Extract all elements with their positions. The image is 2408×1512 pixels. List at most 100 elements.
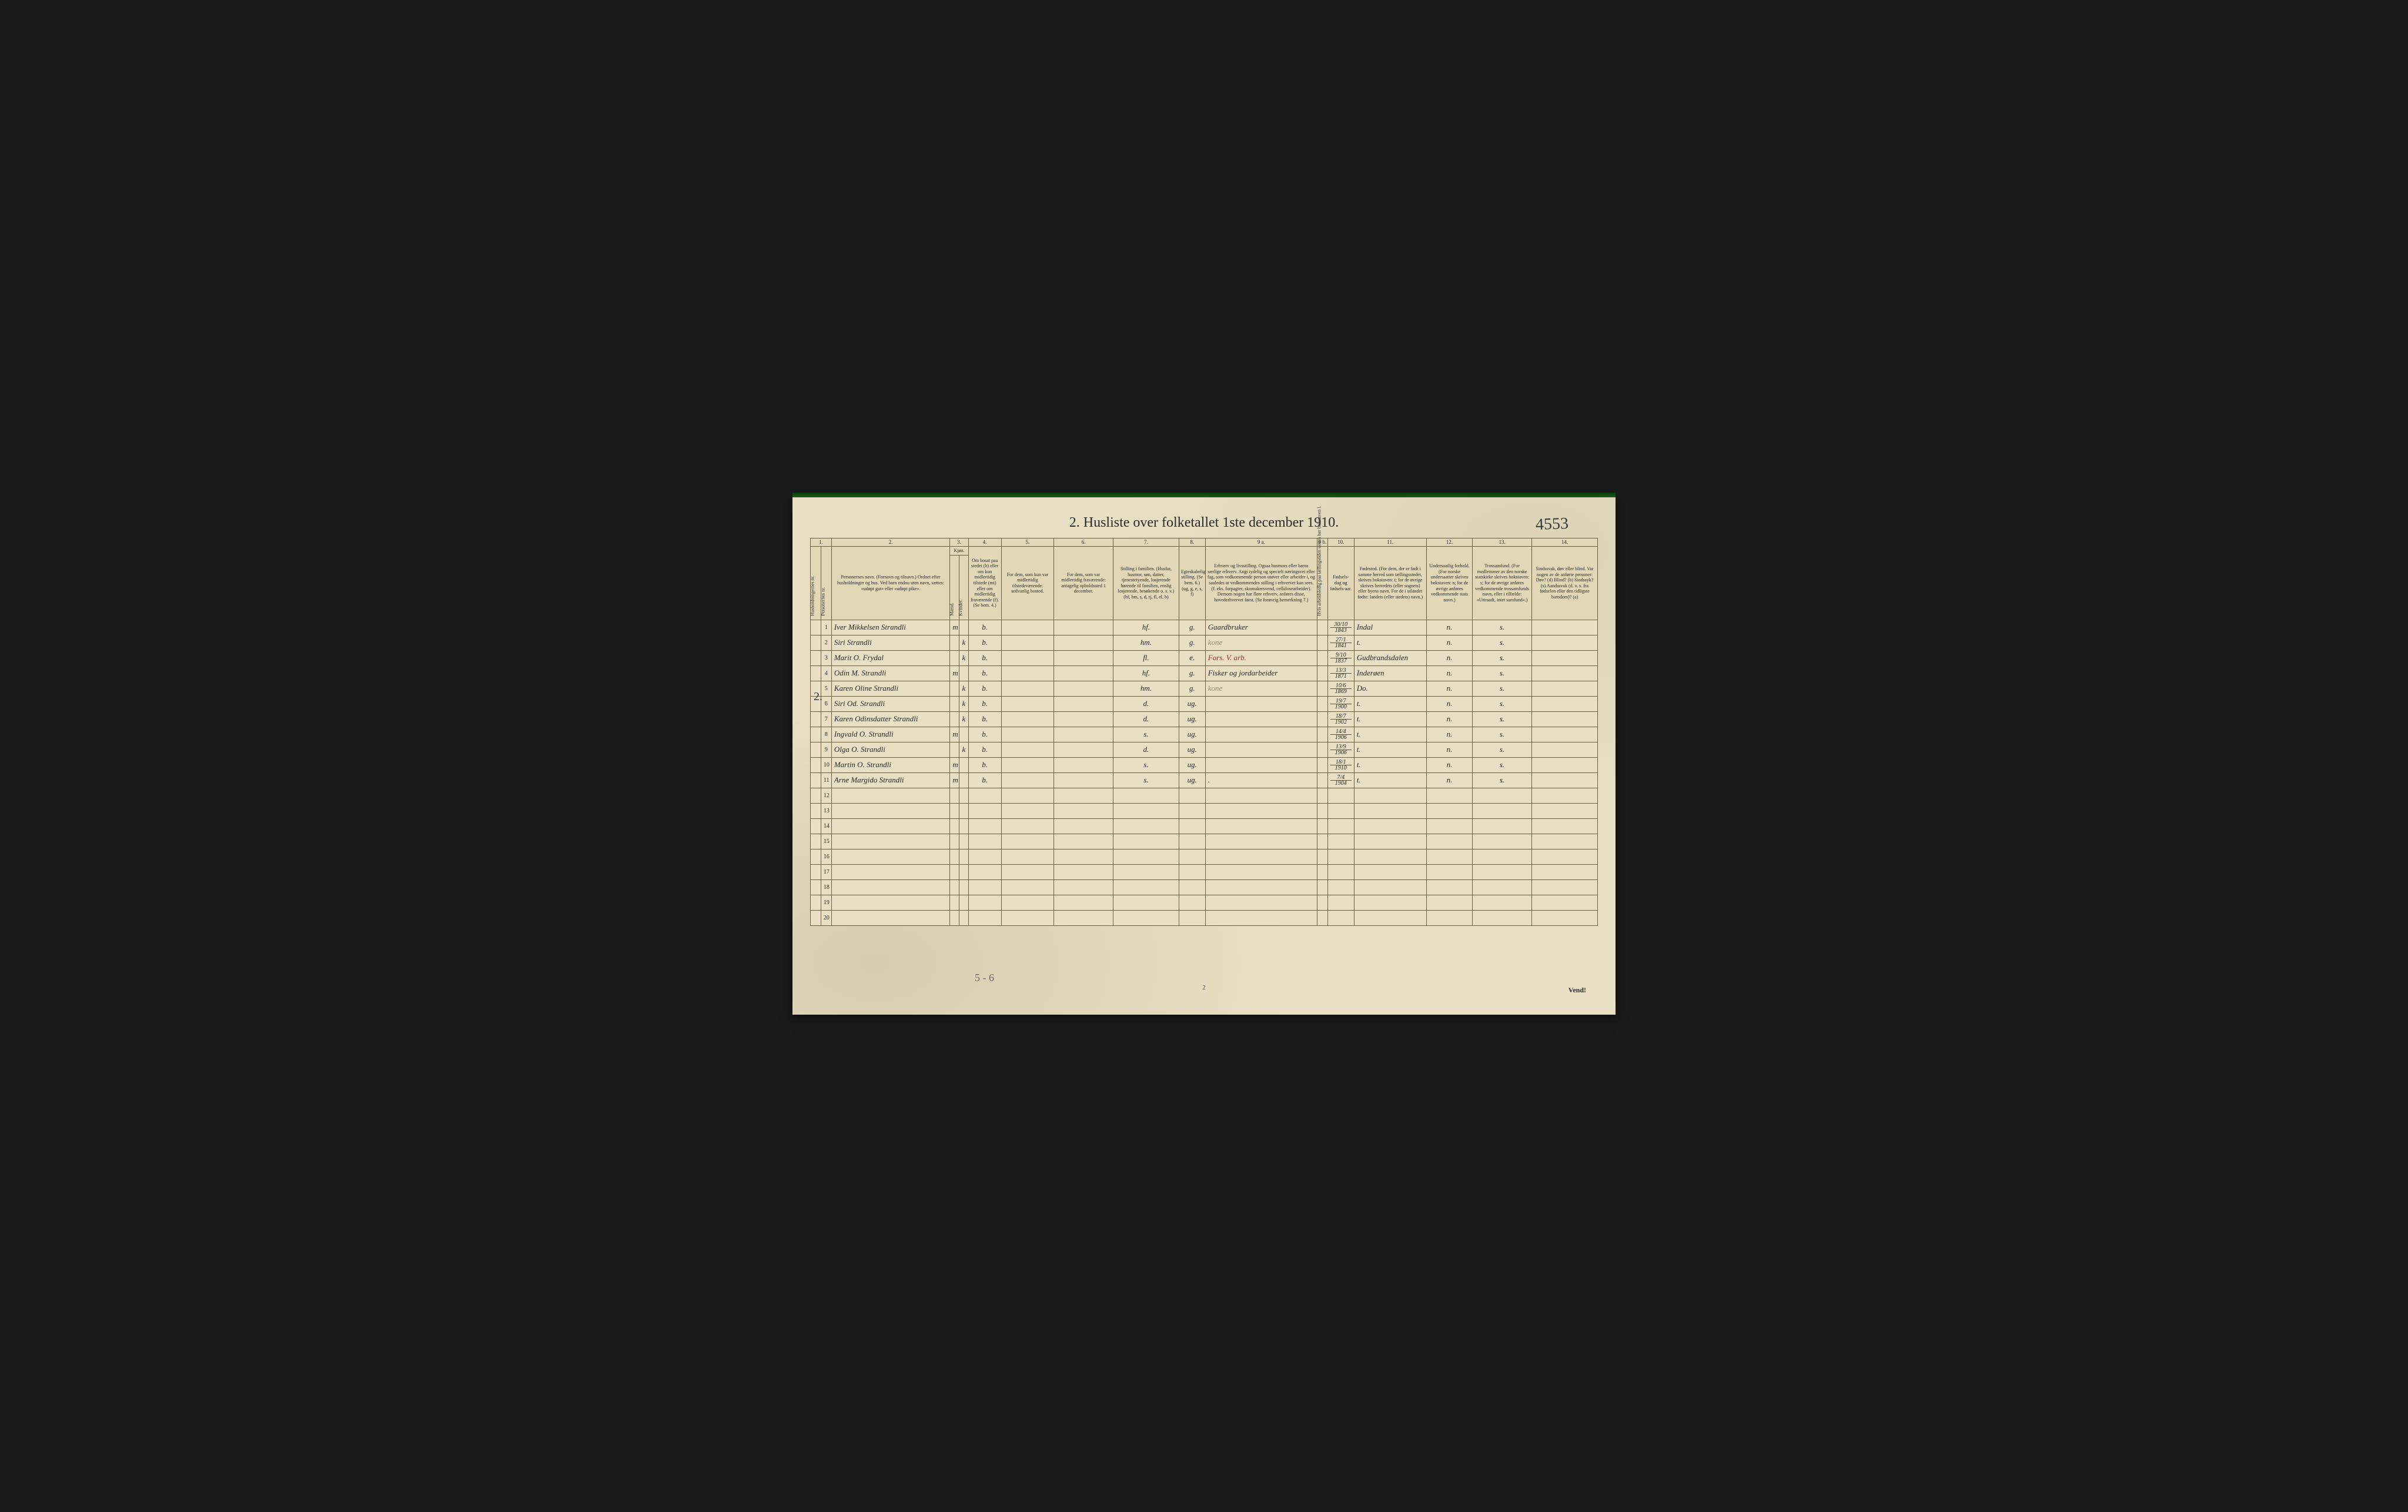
cell-undersaat: n. (1426, 711, 1472, 727)
cell-bosat: b. (968, 711, 1001, 727)
census-table: 1. 2. 3. 4. 5. 6. 7. 8. 9 a. 9 b. 10. 11… (810, 538, 1598, 926)
cell-empty (1473, 895, 1532, 910)
table-header: 1. 2. 3. 4. 5. 6. 7. 8. 9 a. 9 b. 10. 11… (811, 538, 1598, 620)
cell-trossamfund: s. (1473, 665, 1532, 681)
cell-erhverv (1205, 757, 1317, 772)
cell-empty (1317, 818, 1328, 834)
cell-empty (1001, 818, 1054, 834)
colnum-3: 3. (950, 538, 968, 547)
cell-empty (959, 788, 969, 803)
cell-empty (1531, 803, 1597, 818)
cell-empty (1113, 834, 1179, 849)
cell-empty (831, 879, 950, 895)
cell-sex-k: k (959, 635, 969, 650)
cell-empty (1205, 834, 1317, 849)
cell-empty (1354, 788, 1426, 803)
cell-empty (1327, 803, 1354, 818)
cell-empty (1426, 895, 1472, 910)
cell-empty (1054, 910, 1113, 925)
table-row: 6Siri Od. Strandlikb.d.ug.19/71900t.n.s. (811, 696, 1598, 711)
cell-midlertidig-tilstede (1001, 711, 1054, 727)
header-household-nr: Husholdningernes nr. (811, 547, 821, 620)
cell-sex-k (959, 665, 969, 681)
cell-household-nr (811, 788, 821, 803)
cell-empty (1473, 864, 1532, 879)
cell-person-nr: 17 (821, 864, 831, 879)
cell-midlertidig-tilstede (1001, 665, 1054, 681)
cell-undersaat: n. (1426, 620, 1472, 635)
cell-empty (1179, 895, 1205, 910)
cell-stilling: hf. (1113, 620, 1179, 635)
cell-bosat: b. (968, 727, 1001, 742)
cell-sex-m: m (950, 665, 959, 681)
cell-empty (959, 834, 969, 849)
header-egteskab: Egteskabelig stilling. (Se bem. 6.) (ug,… (1179, 547, 1205, 620)
cell-bosat: b. (968, 665, 1001, 681)
cell-erhverv: . (1205, 772, 1317, 788)
cell-egteskab: g. (1179, 681, 1205, 696)
header-stilling: Stilling i familien. (Husfar, husmor, sø… (1113, 547, 1179, 620)
cell-empty (1426, 864, 1472, 879)
cell-sex-m (950, 681, 959, 696)
cell-empty (1001, 788, 1054, 803)
cell-arbeidsledig (1317, 665, 1328, 681)
cell-stilling: s. (1113, 757, 1179, 772)
table-row: 4Odin M. Strandlimb.hf.g.Fisker og jorda… (811, 665, 1598, 681)
cell-empty (831, 788, 950, 803)
cell-midlertidig-fravaerende (1054, 635, 1113, 650)
cell-empty (1113, 803, 1179, 818)
cell-sindssvak (1531, 696, 1597, 711)
cell-household-nr (811, 650, 821, 665)
cell-midlertidig-fravaerende (1054, 620, 1113, 635)
cell-sex-m (950, 696, 959, 711)
cell-empty (1426, 910, 1472, 925)
cell-egteskab: ug. (1179, 696, 1205, 711)
cell-empty (1205, 803, 1317, 818)
cell-midlertidig-fravaerende (1054, 681, 1113, 696)
cell-sex-k: k (959, 696, 969, 711)
cell-empty (1054, 895, 1113, 910)
cell-empty (1473, 910, 1532, 925)
cell-empty (1205, 895, 1317, 910)
cell-person-nr: 20 (821, 910, 831, 925)
cell-sex-m (950, 742, 959, 757)
cell-empty (1179, 864, 1205, 879)
cell-household-nr (811, 849, 821, 864)
cell-fodselsdato: 18/71902 (1327, 711, 1354, 727)
cell-household-nr (811, 772, 821, 788)
cell-empty (1001, 834, 1054, 849)
cell-empty (1113, 849, 1179, 864)
cell-empty (1327, 818, 1354, 834)
header-labels-row: Husholdningernes nr. Personernes nr. Per… (811, 547, 1598, 556)
cell-empty (1327, 864, 1354, 879)
table-row: 9Olga O. Strandlikb.d.ug.13/91906t.n.s. (811, 742, 1598, 757)
cell-arbeidsledig (1317, 620, 1328, 635)
cell-empty (1001, 879, 1054, 895)
cell-stilling: hm. (1113, 635, 1179, 650)
cell-undersaat: n. (1426, 772, 1472, 788)
header-erhverv: Erhverv og livsstilling. Ogsaa husmors e… (1205, 547, 1317, 620)
cell-empty (1001, 864, 1054, 879)
table-row-empty: 17 (811, 864, 1598, 879)
cell-empty (1473, 818, 1532, 834)
cell-empty (1113, 788, 1179, 803)
cell-bosat: b. (968, 742, 1001, 757)
cell-empty (1531, 864, 1597, 879)
cell-empty (1001, 849, 1054, 864)
cell-sindssvak (1531, 665, 1597, 681)
cell-empty (968, 818, 1001, 834)
cell-empty (959, 818, 969, 834)
cell-bosat: b. (968, 696, 1001, 711)
cell-empty (968, 788, 1001, 803)
cell-empty (1327, 788, 1354, 803)
census-page: 4553 2. Husliste over folketallet 1ste d… (792, 497, 1616, 1015)
cell-empty (1001, 803, 1054, 818)
table-row-empty: 18 (811, 879, 1598, 895)
cell-empty (1113, 910, 1179, 925)
cell-bosat: b. (968, 772, 1001, 788)
cell-person-nr: 8 (821, 727, 831, 742)
cell-empty (1205, 879, 1317, 895)
cell-fodested: t. (1354, 635, 1426, 650)
cell-empty (1317, 849, 1328, 864)
cell-person-nr: 19 (821, 895, 831, 910)
